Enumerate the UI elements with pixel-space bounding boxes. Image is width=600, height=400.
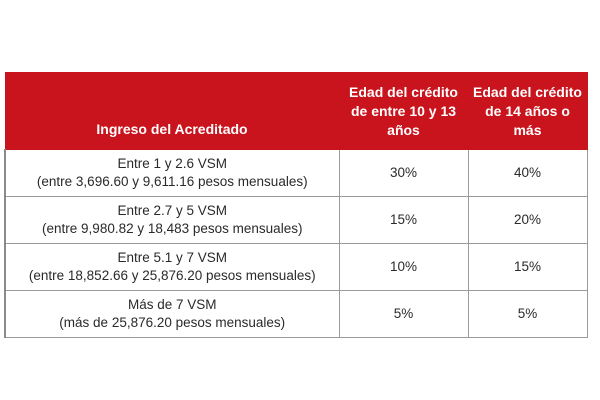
credit-discount-table: Ingreso del Acreditado Edad del crédito … (4, 72, 588, 338)
income-detail: (entre 3,696.60 y 9,611.16 pesos mensual… (36, 174, 308, 189)
income-cell: Entre 5.1 y 7 VSM (entre 18,852.66 y 25,… (4, 243, 340, 291)
rate-10-13-cell: 10% (338, 243, 469, 291)
header-credit-age-14-plus: Edad del crédito de 14 años o más (467, 72, 588, 150)
table-row: Entre 1 y 2.6 VSM (entre 3,696.60 y 9,61… (4, 149, 588, 197)
rate-14-plus-cell: 40% (467, 149, 588, 197)
table-row: Más de 7 VSM (más de 25,876.20 pesos men… (4, 290, 588, 338)
rate-14-plus-cell: 20% (467, 196, 588, 244)
income-cell: Entre 1 y 2.6 VSM (entre 3,696.60 y 9,61… (4, 149, 340, 197)
rate-10-13-cell: 5% (338, 290, 469, 338)
income-cell: Más de 7 VSM (más de 25,876.20 pesos men… (4, 290, 340, 338)
rate-14-plus-cell: 15% (467, 243, 588, 291)
rate-14-plus-cell: 5% (467, 290, 588, 338)
rate-10-13-cell: 15% (338, 196, 469, 244)
income-range: Más de 7 VSM (127, 297, 217, 312)
income-detail: (entre 9,980.82 y 18,483 pesos mensuales… (42, 221, 303, 236)
income-detail: (más de 25,876.20 pesos mensuales) (59, 315, 286, 330)
rate-10-13-cell: 30% (338, 149, 469, 197)
income-range: Entre 2.7 y 5 VSM (117, 203, 228, 218)
income-cell: Entre 2.7 y 5 VSM (entre 9,980.82 y 18,4… (4, 196, 340, 244)
income-detail: (entre 18,852.66 y 25,876.20 pesos mensu… (28, 268, 316, 283)
header-income: Ingreso del Acreditado (4, 72, 340, 150)
table-row: Entre 5.1 y 7 VSM (entre 18,852.66 y 25,… (4, 243, 588, 291)
table-row: Entre 2.7 y 5 VSM (entre 9,980.82 y 18,4… (4, 196, 588, 244)
table-header-row: Ingreso del Acreditado Edad del crédito … (4, 72, 588, 150)
income-range: Entre 1 y 2.6 VSM (117, 156, 228, 171)
income-range: Entre 5.1 y 7 VSM (117, 250, 228, 265)
credit-discount-table-container: Ingreso del Acreditado Edad del crédito … (4, 72, 588, 338)
header-credit-age-10-13: Edad del crédito de entre 10 y 13 años (338, 72, 469, 150)
